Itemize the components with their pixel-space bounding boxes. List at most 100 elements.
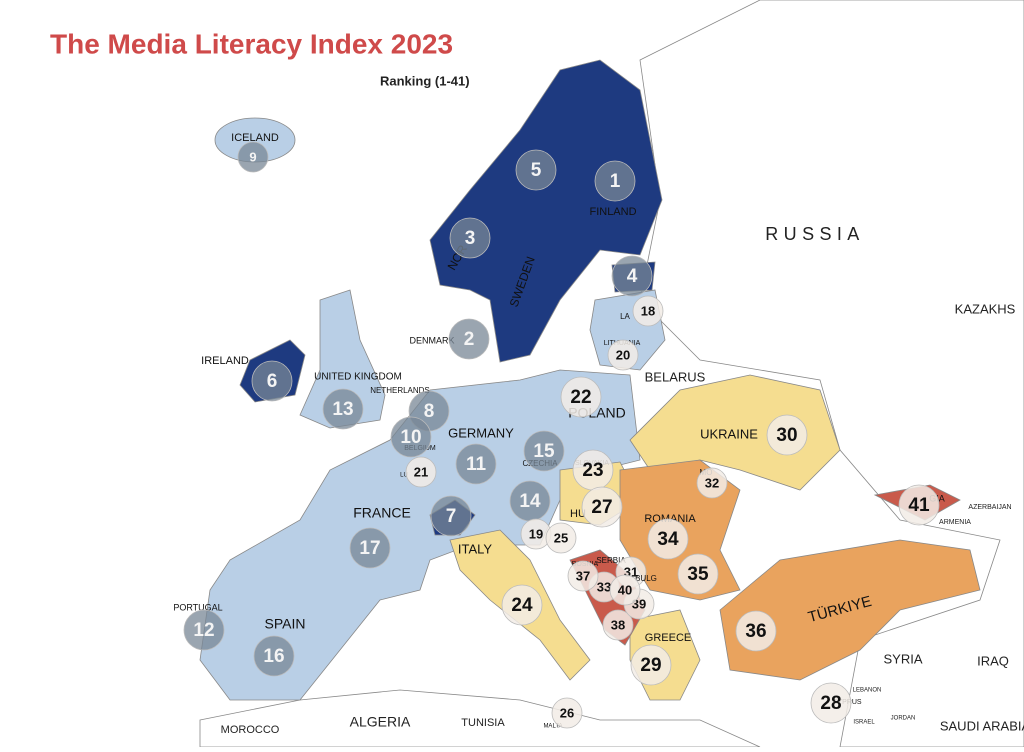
rank-marker bbox=[611, 255, 653, 297]
place-name: KAZAKHS bbox=[955, 301, 1016, 316]
place-name: LEBANON bbox=[853, 688, 882, 694]
rank-number: 34 bbox=[657, 529, 679, 550]
rank-number: 28 bbox=[820, 693, 841, 714]
country-name: SERBIA bbox=[596, 556, 626, 565]
rank-number: 29 bbox=[640, 655, 661, 676]
land bbox=[199, 0, 1024, 748]
rank-number: 17 bbox=[359, 538, 380, 559]
rank-number: 20 bbox=[616, 347, 630, 362]
rank-number: 27 bbox=[591, 497, 612, 518]
place-name: ALGERIA bbox=[350, 714, 411, 730]
rank-marker bbox=[602, 609, 634, 641]
rank-number: 15 bbox=[533, 441, 555, 462]
rank-marker bbox=[898, 484, 940, 526]
place-name: SAUDI ARABIA bbox=[940, 718, 1024, 733]
rank-marker bbox=[455, 443, 497, 485]
country-name: UNITED KINGDOM bbox=[314, 372, 402, 383]
map-title: The Media Literacy Index 2023 bbox=[50, 28, 453, 59]
rank-marker bbox=[449, 217, 491, 259]
rank-number: 32 bbox=[705, 475, 719, 490]
rank-marker bbox=[696, 467, 728, 499]
country-name: GERMANY bbox=[448, 425, 514, 440]
rank-number: 35 bbox=[687, 564, 709, 585]
rank-number: 3 bbox=[465, 228, 476, 249]
rank-number: 12 bbox=[193, 620, 214, 641]
rank-marker bbox=[430, 495, 472, 537]
rank-marker bbox=[253, 635, 295, 677]
rank-marker bbox=[237, 141, 269, 173]
rank-marker bbox=[560, 376, 602, 418]
country-name: GREECE bbox=[645, 632, 691, 644]
rank-number: 18 bbox=[641, 303, 655, 318]
rank-marker bbox=[183, 609, 225, 651]
rank-marker bbox=[448, 318, 490, 360]
rank-number: 25 bbox=[554, 530, 568, 545]
country-name: ICELAND bbox=[231, 132, 279, 144]
place-name: JORDAN bbox=[891, 716, 916, 722]
rank-marker bbox=[501, 584, 543, 626]
rank-marker bbox=[647, 518, 689, 560]
rank-number: 2 bbox=[464, 329, 475, 350]
rank-number: 33 bbox=[597, 579, 611, 594]
rank-marker bbox=[630, 644, 672, 686]
rank-marker bbox=[735, 610, 777, 652]
rank-marker bbox=[551, 697, 583, 729]
rank-number: 1 bbox=[610, 171, 621, 192]
country-name: FRANCE bbox=[353, 505, 411, 521]
country-name: FINLAND bbox=[589, 206, 636, 218]
country-name: UKRAINE bbox=[700, 426, 758, 441]
place-name: TUNISIA bbox=[461, 717, 505, 729]
rank-number: 19 bbox=[529, 526, 543, 541]
rank-number: 6 bbox=[267, 371, 278, 392]
place-name: IRAQ bbox=[977, 653, 1009, 668]
rank-number: 7 bbox=[446, 506, 457, 527]
rank-number: 21 bbox=[414, 464, 428, 479]
place-name: RUSSIA bbox=[765, 224, 864, 244]
country-name: DENMARK bbox=[409, 335, 454, 345]
place-name: MOROCCO bbox=[221, 724, 280, 736]
rank-number: 41 bbox=[908, 495, 930, 516]
rank-number: 36 bbox=[745, 621, 766, 642]
rank-number: 14 bbox=[519, 491, 541, 512]
rank-number: 4 bbox=[627, 266, 638, 287]
rank-number: 8 bbox=[424, 401, 435, 422]
country-name: BULG bbox=[635, 574, 657, 583]
rank-marker bbox=[322, 388, 364, 430]
rank-marker bbox=[609, 574, 641, 606]
place-name: AZERBAIJAN bbox=[968, 504, 1011, 511]
country-name: NETHERLANDS bbox=[370, 386, 430, 395]
rank-number: 22 bbox=[570, 387, 591, 408]
rank-marker bbox=[405, 456, 437, 488]
rank-number: 9 bbox=[249, 149, 256, 164]
map-subtitle: Ranking (1-41) bbox=[380, 73, 470, 88]
rank-marker bbox=[251, 360, 293, 402]
rank-marker bbox=[390, 416, 432, 458]
rank-number: 38 bbox=[611, 617, 625, 632]
country-name: MALTA bbox=[543, 724, 562, 730]
country-name: SPAIN bbox=[265, 616, 306, 632]
country-name: LU bbox=[400, 473, 408, 479]
country-name: PORTUGAL bbox=[173, 602, 222, 612]
rank-number: 37 bbox=[576, 568, 590, 583]
place-name: BELARUS bbox=[645, 369, 706, 384]
country-name: LA bbox=[620, 312, 630, 321]
rank-marker bbox=[766, 414, 808, 456]
rank-number: 5 bbox=[531, 160, 542, 181]
rank-marker bbox=[545, 522, 577, 554]
rank-marker bbox=[810, 682, 852, 724]
rank-number: 16 bbox=[263, 646, 284, 667]
place-name: ISRAEL bbox=[853, 720, 875, 726]
place-name: SYRIA bbox=[883, 651, 922, 666]
rank-marker bbox=[677, 553, 719, 595]
rank-marker bbox=[567, 560, 599, 592]
rank-marker bbox=[515, 149, 557, 191]
country-name: ITALY bbox=[458, 541, 493, 556]
rank-marker bbox=[523, 430, 565, 472]
rank-number: 30 bbox=[776, 425, 797, 446]
rank-number: 24 bbox=[511, 595, 533, 616]
rank-marker bbox=[607, 339, 639, 371]
rank-marker bbox=[581, 486, 623, 528]
place-name: ARMENIA bbox=[939, 519, 971, 526]
rank-marker bbox=[594, 160, 636, 202]
rank-number: 40 bbox=[618, 582, 632, 597]
